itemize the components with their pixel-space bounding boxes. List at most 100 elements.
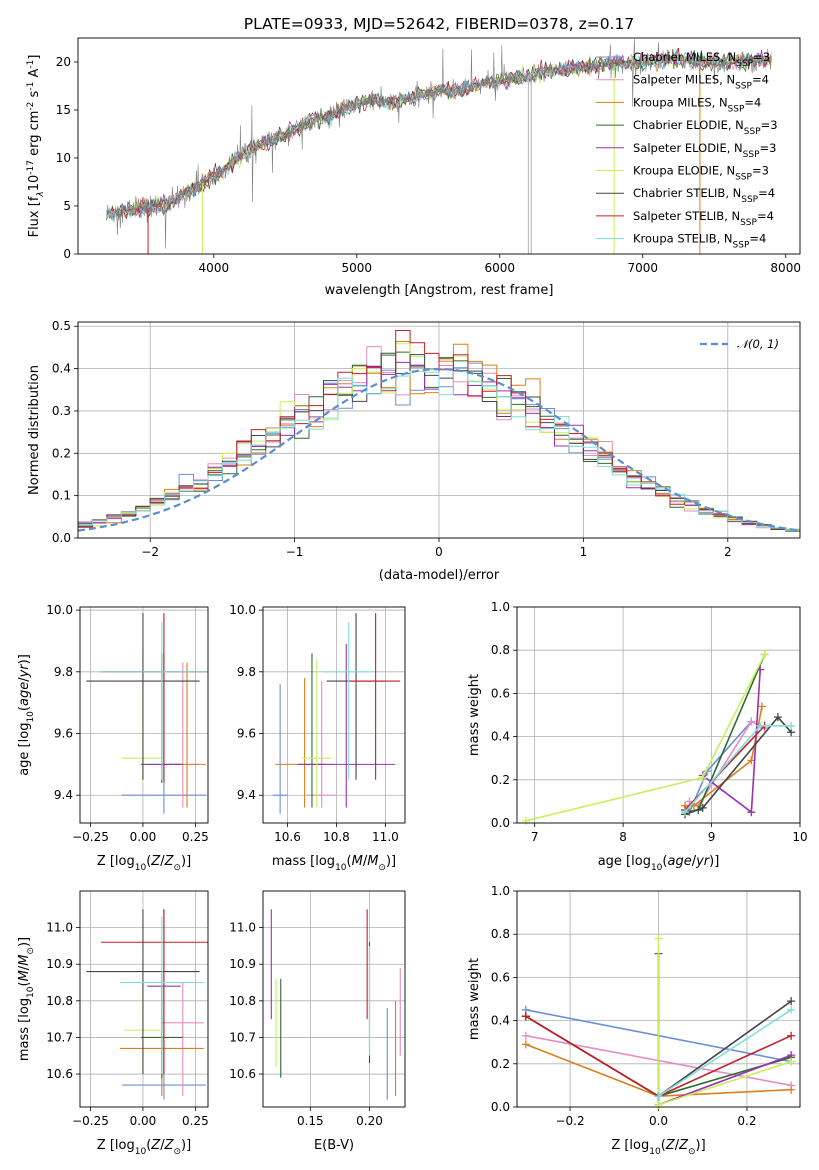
weight-vs-metallicity-panel: −0.2 0.0 0.2 0.0 0.2 0.4 0.6 0.8 1.0 mass weight Z…: [467, 884, 801, 1157]
y-tick-label: 0.6: [491, 686, 510, 700]
x-tick-label: 0: [435, 545, 443, 559]
x-axis-label-part: M: [352, 854, 363, 869]
x-tick-label: −0.25: [72, 1114, 109, 1128]
x-axis-label-part: 10: [135, 1147, 147, 1157]
y-tick-label: 1.0: [491, 884, 510, 898]
x-axis-label-part: /: [160, 1138, 165, 1153]
x-axis-label-part: M: [367, 854, 378, 869]
x-tick-label: 11.0: [372, 830, 399, 844]
weight-marker-kroupa-stelib: [654, 1092, 663, 1101]
legend-label-salpeter-miles-part: =4: [752, 73, 769, 87]
y-tick-label: 0.5: [52, 319, 71, 333]
y-axis-label-part: -2: [26, 102, 36, 111]
y-tick-label: 0.2: [52, 446, 71, 460]
weight-marker-chabrier-stelib: [787, 997, 796, 1006]
legend-label-kroupa-miles-part: =4: [744, 95, 761, 109]
y-axis-label-part: -17: [26, 160, 36, 175]
legend-label-salpeter-miles: Salpeter MILES, NSSP=4: [633, 73, 769, 92]
y-axis-label-part: Flux [f: [27, 196, 42, 237]
x-axis-label-part: Z [log: [611, 1138, 649, 1153]
y-tick-label: 15: [56, 103, 71, 117]
legend-label-salpeter-elodie: Salpeter ELODIE, NSSP=3: [633, 141, 776, 160]
y-tick-label: 10.7: [229, 1030, 256, 1044]
x-axis-label-part: Z: [150, 1138, 161, 1153]
legend-label-kroupa-miles-part: Kroupa MILES, N: [633, 95, 728, 109]
x-axis-label-part: Z: [678, 1138, 689, 1153]
figure-title: PLATE=0933, MJD=52642, FIBERID=0378, z=0…: [244, 15, 634, 33]
y-axis-label-part: A: [27, 69, 42, 82]
legend-label-salpeter-elodie-part: SSP: [743, 150, 760, 160]
legend-label-chabrier-stelib-part: SSP: [741, 195, 758, 205]
x-axis-label-part: /: [160, 854, 165, 869]
legend-label-kroupa-stelib-part: Kroupa STELIB, N: [633, 232, 733, 246]
x-axis-label-part: ⊙: [173, 1147, 181, 1157]
y-tick-label: 10.8: [229, 994, 256, 1008]
y-tick-label: 20: [56, 55, 71, 69]
y-tick-label: 0.4: [52, 362, 71, 376]
y-tick-label: 0.2: [491, 1057, 510, 1071]
y-tick-label: 0.0: [491, 816, 510, 830]
y-tick-label: 0.0: [491, 1100, 510, 1114]
axes-frame: [262, 606, 406, 824]
x-axis-label-part: 10: [649, 1147, 661, 1157]
legend-label-kroupa-stelib-part: SSP: [733, 241, 750, 251]
x-axis-label-part: (: [146, 854, 151, 869]
axes-frame: [77, 321, 801, 539]
weight-line-chabrier-stelib: [684, 715, 792, 816]
x-axis-label-part: /: [675, 1138, 680, 1153]
legend-label-salpeter-elodie-part: =3: [760, 141, 777, 155]
x-axis-label: wavelength [Angstrom, rest frame]: [325, 283, 554, 298]
axes-frame: [516, 606, 801, 824]
x-tick-label: 8: [619, 830, 627, 844]
x-axis-label-part: (: [662, 854, 667, 869]
x-axis-label-part: )]: [181, 854, 191, 869]
x-tick-label: 9: [708, 830, 716, 844]
y-tick-label: 0.4: [491, 730, 510, 744]
y-tick-label: 11.0: [46, 921, 73, 935]
x-axis-label-part: /: [692, 854, 697, 869]
x-axis-label-part: 10: [135, 863, 147, 873]
spectrum-panel: 4000 5000 6000 7000 8000 0 5 10 15 20 wavelength […: [26, 37, 801, 298]
x-axis-label-part: (: [146, 1138, 151, 1153]
x-tick-label: −2: [141, 545, 159, 559]
x-axis-label-part: Z [log: [97, 1138, 135, 1153]
weight-marker-kroupa-stelib: [787, 721, 796, 730]
normal-curve: [78, 367, 798, 532]
y-axis-label-part: -1: [26, 82, 36, 91]
x-axis-label-part: ⊙: [378, 863, 386, 873]
y-axis-label: age [log10(age/yr)]: [17, 654, 36, 776]
y-tick-label: 10.9: [229, 957, 256, 971]
y-tick-label: 10.8: [46, 994, 73, 1008]
y-tick-label: 9.4: [237, 788, 256, 802]
x-tick-label: −1: [286, 545, 304, 559]
y-axis-label: mass weight: [467, 674, 482, 756]
y-tick-label: 11.0: [229, 921, 256, 935]
y-tick-label: 10.9: [46, 957, 73, 971]
y-tick-label: 1.0: [491, 600, 510, 614]
weight-marker-salpeter-stelib: [521, 1012, 530, 1021]
legend-label-chabrier-elodie-part: =3: [761, 118, 778, 132]
legend-label-chabrier-stelib: Chabrier STELIB, NSSP=4: [633, 186, 775, 205]
x-axis-label-part: Z: [150, 854, 161, 869]
legend-label-salpeter-stelib-part: =4: [757, 209, 774, 223]
legend-label-salpeter-miles-part: Salpeter MILES, N: [633, 73, 735, 87]
legend-label-kroupa-stelib: Kroupa STELIB, NSSP=4: [633, 232, 766, 251]
y-tick-label: 10.0: [46, 603, 73, 617]
x-tick-label: 0.25: [182, 830, 209, 844]
x-axis-label: Z [log10(Z/Z⊙)]: [611, 1138, 705, 1157]
y-tick-label: 9.6: [54, 727, 73, 741]
x-axis-label-part: Z [log: [97, 854, 135, 869]
y-tick-label: 10.0: [229, 603, 256, 617]
weight-marker-kroupa-elodie: [698, 773, 707, 782]
y-axis-label-part: s: [27, 90, 42, 101]
x-axis-label-part: /: [363, 854, 368, 869]
y-tick-label: 9.8: [54, 665, 73, 679]
weight-marker-kroupa-elodie: [787, 1057, 796, 1066]
y-tick-label: 0.1: [52, 489, 71, 503]
weight-marker-kroupa-elodie: [521, 816, 530, 825]
weight-marker-kroupa-elodie: [760, 650, 769, 659]
x-axis-label: E(B-V): [314, 1138, 354, 1153]
y-axis-label-part: mass [log: [17, 998, 32, 1061]
x-tick-label: 7: [531, 830, 539, 844]
